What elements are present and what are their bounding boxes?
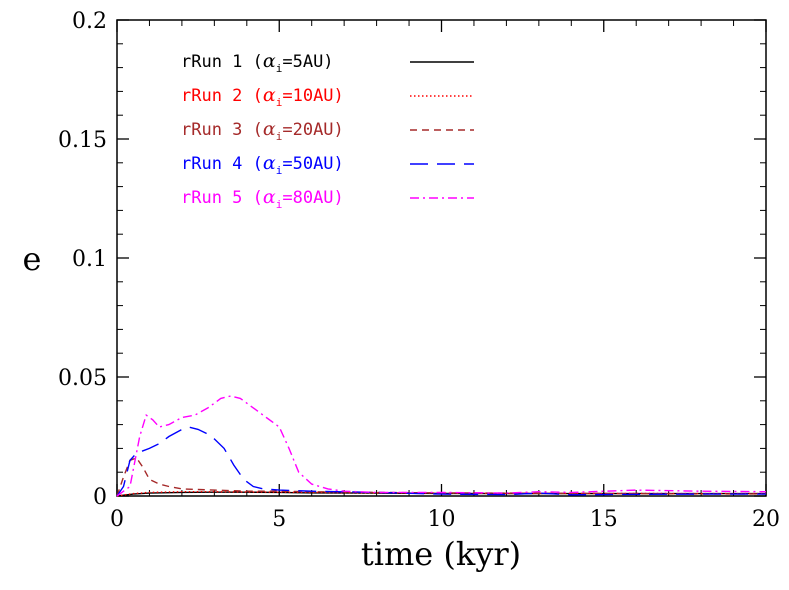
major-ticks (116, 19, 767, 497)
series-line-4 (116, 426, 766, 497)
y-tick-label: 0.05 (58, 366, 107, 391)
legend-item-5: rRun 5 (αi=80AU) (181, 186, 474, 211)
series-line-1 (116, 491, 766, 497)
y-tick-labels: 0 0.05 0.1 0.15 0.2 (58, 9, 107, 510)
legend-label: rRun 5 (αi=80AU) (181, 186, 344, 211)
legend-item-3: rRun 3 (αi=20AU) (181, 118, 474, 143)
x-tick-label: 5 (272, 507, 286, 532)
y-tick-label: 0.2 (72, 9, 107, 34)
legend-label: rRun 2 (αi=10AU) (181, 84, 344, 109)
legend-label: rRun 1 (αi=5AU) (181, 50, 334, 75)
y-tick-label: 0 (93, 485, 107, 510)
x-tick-labels: 0 5 10 15 20 (110, 507, 780, 532)
x-axis-title: time (kyr) (361, 535, 521, 573)
y-axis-title: e (23, 240, 42, 278)
series-line-3 (116, 457, 766, 497)
x-tick-label: 20 (752, 507, 780, 532)
series-line-5 (116, 395, 767, 497)
x-tick-label: 0 (110, 507, 124, 532)
y-tick-label: 0.1 (72, 247, 107, 272)
legend-item-4: rRun 4 (αi=50AU) (181, 152, 474, 177)
legend-item-1: rRun 1 (αi=5AU) (181, 50, 474, 75)
legend-label: rRun 4 (αi=50AU) (181, 152, 344, 177)
series-lines (116, 395, 767, 497)
legend: rRun 1 (αi=5AU) rRun 2 (αi=10AU) rRun 3 (α… (181, 50, 474, 211)
x-tick-label: 10 (428, 507, 456, 532)
y-tick-label: 0.15 (58, 128, 107, 153)
legend-item-2: rRun 2 (αi=10AU) (181, 84, 474, 109)
legend-label: rRun 3 (αi=20AU) (181, 118, 344, 143)
x-tick-label: 15 (590, 507, 618, 532)
